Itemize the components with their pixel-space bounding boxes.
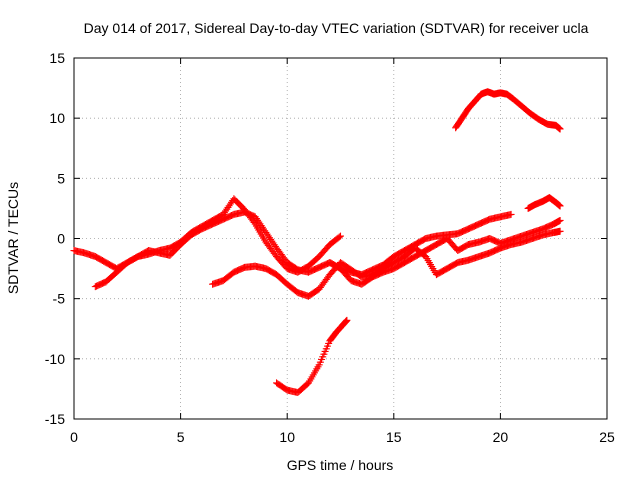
x-tick-label: 5: [177, 429, 185, 445]
series-track-c: [209, 227, 564, 300]
data-point: [250, 218, 258, 226]
y-tick-label: 5: [57, 170, 65, 186]
series-track-d: [326, 216, 564, 288]
series-track-f: [273, 316, 351, 397]
y-tick-label: -10: [45, 351, 65, 367]
x-tick-label: 10: [279, 429, 295, 445]
data-point: [337, 232, 344, 240]
x-tick-label: 20: [493, 429, 509, 445]
chart-title: Day 014 of 2017, Sidereal Day-to-day VTE…: [84, 20, 589, 36]
y-tick-label: -5: [53, 291, 66, 307]
series-track-g: [452, 88, 564, 133]
data-point: [556, 216, 564, 224]
series-track-e: [524, 194, 564, 212]
x-axis-label: GPS time / hours: [287, 457, 394, 473]
x-tick-label: 15: [386, 429, 402, 445]
data-point: [556, 202, 564, 210]
y-tick-label: 0: [57, 231, 65, 247]
data-point: [556, 125, 564, 133]
y-axis-label: SDTVAR / TECUs: [5, 182, 21, 294]
data-point: [507, 210, 515, 218]
x-tick-label: 25: [599, 429, 615, 445]
data-point: [343, 316, 351, 324]
y-tick-label: 10: [49, 110, 65, 126]
y-tick-label: 15: [49, 50, 65, 66]
data-marks: [70, 88, 564, 397]
series-track-b: [91, 195, 344, 291]
x-tick-label: 0: [70, 429, 78, 445]
axis-ticks: 0 5 10 15 20 25 -15 -10 -5 0 5 10 15: [45, 50, 615, 445]
data-point: [335, 233, 343, 241]
grid: [74, 58, 607, 419]
y-tick-label: -15: [45, 411, 65, 427]
data-point: [556, 227, 564, 235]
